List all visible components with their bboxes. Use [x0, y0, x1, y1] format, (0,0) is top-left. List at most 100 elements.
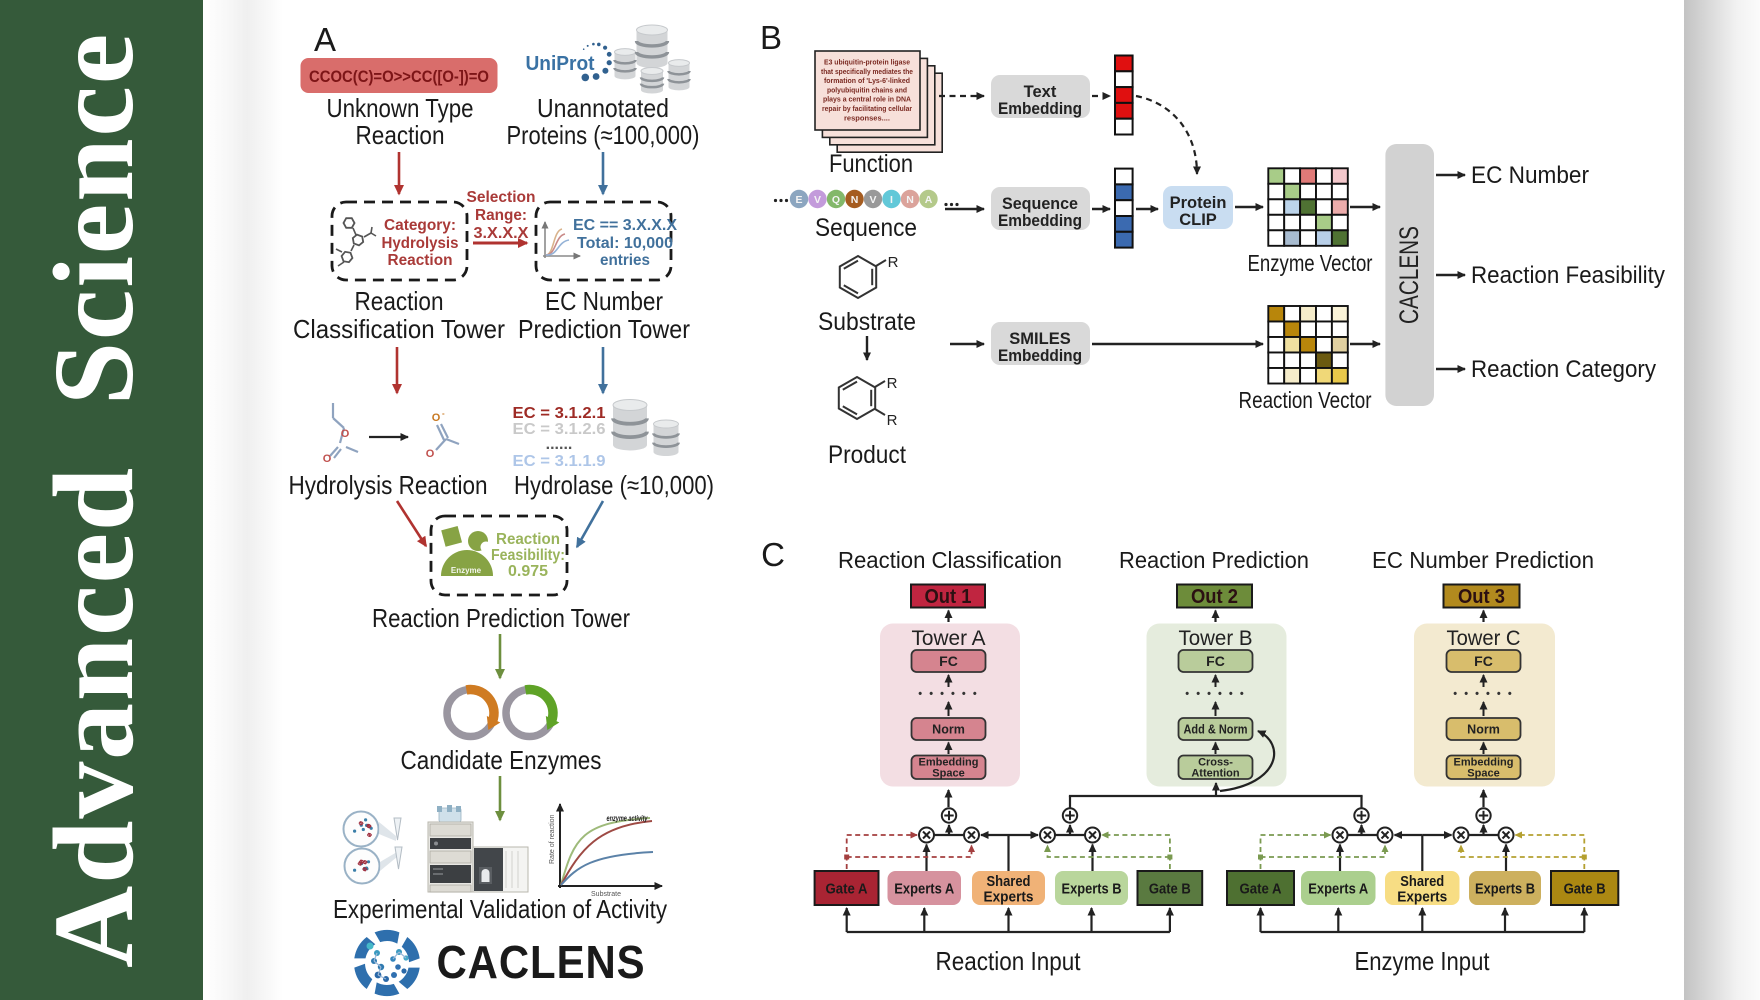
svg-text:R: R [888, 254, 899, 271]
svg-text:Space: Space [932, 768, 964, 780]
svg-text:A: A [925, 194, 933, 206]
svg-text:Embedding: Embedding [998, 347, 1082, 365]
svg-text:EC Number Prediction: EC Number Prediction [1372, 547, 1594, 573]
svg-text:C: C [761, 536, 785, 573]
svg-text:Add & Norm: Add & Norm [1184, 723, 1248, 737]
svg-text:Reaction Prediction Tower: Reaction Prediction Tower [372, 603, 630, 633]
svg-text:O: O [323, 453, 332, 465]
svg-text:Shared: Shared [987, 874, 1031, 890]
svg-text:N: N [851, 194, 859, 206]
svg-text:EC = 3.1.2.1: EC = 3.1.2.1 [513, 405, 606, 422]
svg-text:Experimental Validation of Act: Experimental Validation of Activity [333, 894, 667, 924]
svg-text:B: B [760, 19, 782, 56]
svg-text:Out 1: Out 1 [925, 586, 972, 608]
svg-text:Text: Text [1024, 83, 1057, 101]
svg-text:Reaction Prediction: Reaction Prediction [1119, 547, 1309, 573]
svg-text:FC: FC [939, 653, 958, 669]
svg-text:Norm: Norm [932, 723, 965, 737]
svg-text:EC = 3.1.1.9: EC = 3.1.1.9 [513, 453, 606, 470]
svg-text:Substrate: Substrate [818, 308, 916, 336]
svg-text:Classification Tower: Classification Tower [293, 314, 505, 344]
svg-text:3.X.X.X: 3.X.X.X [474, 225, 530, 242]
svg-text:Experts B: Experts B [1475, 882, 1535, 898]
svg-text:plays a central role in DNA: plays a central role in DNA [823, 95, 911, 104]
svg-text:SMILES: SMILES [1009, 330, 1070, 348]
svg-text:E: E [795, 194, 802, 206]
svg-text:Unknown Type: Unknown Type [327, 93, 474, 123]
svg-text:Norm: Norm [1467, 723, 1500, 737]
svg-text:Experts: Experts [1397, 890, 1447, 906]
svg-text:Proteins (≈100,000): Proteins (≈100,000) [507, 120, 700, 150]
svg-text:Space: Space [1467, 768, 1499, 780]
svg-text:CLIP: CLIP [1179, 211, 1217, 229]
svg-text:Hydrolase (≈10,000): Hydrolase (≈10,000) [514, 470, 714, 500]
svg-text:0.975: 0.975 [508, 563, 548, 580]
svg-text:repair by facilitating cellula: repair by facilitating cellular [822, 104, 912, 113]
svg-text:Sequence: Sequence [1002, 195, 1078, 213]
svg-text:entries: entries [600, 252, 650, 269]
svg-text:Reaction: Reaction [355, 286, 444, 316]
svg-text:• • • • • •: • • • • • • [1453, 688, 1513, 700]
svg-text:Enzyme: Enzyme [451, 566, 482, 575]
svg-text:Enzyme Input: Enzyme Input [1355, 946, 1491, 976]
svg-text:polyubiquitin chains and: polyubiquitin chains and [827, 85, 907, 94]
svg-text:Out 3: Out 3 [1458, 586, 1505, 608]
svg-text:......: ...... [546, 436, 573, 453]
svg-text:Experts B: Experts B [1062, 882, 1122, 898]
svg-text:Function: Function [829, 150, 913, 178]
svg-text:Shared: Shared [1400, 874, 1444, 890]
svg-text:E3 ubiquitin-protein ligase: E3 ubiquitin-protein ligase [824, 58, 910, 67]
svg-text:EC == 3.X.X.X: EC == 3.X.X.X [573, 217, 678, 234]
svg-text:Unannotated: Unannotated [537, 93, 669, 123]
svg-text:Category:: Category: [384, 217, 456, 234]
svg-text:EC Number: EC Number [545, 286, 663, 316]
svg-text:Attention: Attention [1191, 768, 1240, 780]
svg-text:Product: Product [828, 441, 906, 469]
svg-text:• • • • • •: • • • • • • [1185, 688, 1245, 700]
svg-text:Substrate: Substrate [591, 891, 621, 898]
svg-text:Q: Q [832, 194, 840, 206]
svg-text:Out 2: Out 2 [1191, 586, 1238, 608]
svg-text:Gate A: Gate A [1240, 882, 1282, 898]
svg-text:Cross-: Cross- [1198, 757, 1233, 769]
svg-text:Embedding: Embedding [919, 757, 979, 769]
svg-text:Reaction: Reaction [356, 120, 445, 150]
svg-text:Experts: Experts [984, 890, 1034, 906]
svg-text:R: R [887, 375, 898, 392]
svg-text:Embedding: Embedding [1454, 757, 1514, 769]
svg-text:Reaction Classification: Reaction Classification [838, 547, 1062, 573]
svg-text:Candidate Enzymes: Candidate Enzymes [401, 745, 602, 775]
svg-text:Enzyme Vector: Enzyme Vector [1248, 250, 1373, 276]
svg-text:FC: FC [1206, 653, 1225, 669]
svg-text:EC = 3.1.2.6: EC = 3.1.2.6 [513, 421, 606, 438]
svg-text:Gate B: Gate B [1149, 882, 1191, 898]
svg-text:Rate of reaction: Rate of reaction [549, 814, 556, 864]
svg-text:Reaction Feasibility: Reaction Feasibility [1471, 262, 1665, 289]
svg-text:A: A [314, 21, 336, 58]
svg-text:Reaction: Reaction [496, 531, 560, 548]
svg-text:V: V [814, 194, 821, 206]
svg-text:CACLENS: CACLENS [1394, 226, 1424, 324]
svg-text:Reaction Vector: Reaction Vector [1239, 387, 1372, 413]
svg-text:• • • • • •: • • • • • • [918, 688, 978, 700]
svg-text:responses....: responses.... [844, 113, 890, 122]
svg-text:-: - [442, 409, 445, 418]
svg-text:Tower A: Tower A [912, 627, 986, 650]
svg-text:N: N [906, 194, 914, 206]
svg-text:Range:: Range: [475, 207, 527, 224]
svg-text:Reaction Category: Reaction Category [1471, 356, 1656, 383]
svg-text:UniProt: UniProt [526, 53, 595, 75]
svg-text:O: O [426, 448, 435, 460]
svg-text:Prediction Tower: Prediction Tower [518, 314, 690, 344]
svg-text:Embedding: Embedding [998, 212, 1082, 230]
svg-text:Reaction Input: Reaction Input [936, 946, 1082, 976]
svg-text:Selection: Selection [467, 189, 536, 206]
svg-text:Total: 10,000: Total: 10,000 [577, 235, 673, 252]
svg-text:Hydrolysis: Hydrolysis [382, 235, 459, 252]
svg-text:Experts A: Experts A [1308, 882, 1368, 898]
svg-text:Tower C: Tower C [1447, 627, 1521, 650]
svg-text:Protein: Protein [1170, 194, 1227, 212]
svg-text:formation of 'Lys-6'-linked: formation of 'Lys-6'-linked [824, 76, 910, 85]
svg-text:R: R [887, 412, 898, 429]
svg-text:CCOC(C)=O>>CC([O-])=O: CCOC(C)=O>>CC([O-])=O [309, 68, 489, 86]
